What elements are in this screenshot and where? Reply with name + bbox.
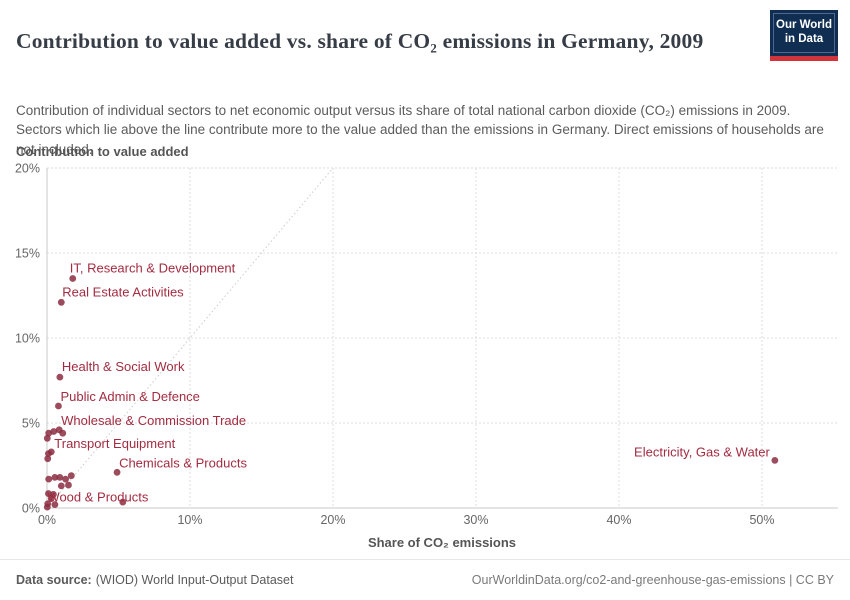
x-tick-label: 40% — [606, 513, 631, 527]
data-point[interactable] — [51, 474, 59, 481]
data-point[interactable] — [45, 475, 53, 483]
data-point-label[interactable]: Transport Equipment — [54, 436, 175, 451]
data-point-label[interactable]: IT, Research & Development — [70, 261, 236, 276]
owid-logo-line1: Our World — [776, 19, 833, 31]
data-point[interactable] — [62, 475, 69, 483]
data-point[interactable] — [771, 457, 779, 464]
owid-logo-box: Our World in Data — [770, 10, 838, 56]
x-tick-label: 0% — [38, 513, 56, 527]
data-point[interactable] — [69, 275, 77, 282]
chart-footer: Data source: (WIOD) World Input-Output Da… — [0, 559, 850, 600]
data-source: Data source: (WIOD) World Input-Output Da… — [16, 573, 293, 587]
y-tick-label: 15% — [15, 247, 40, 261]
y-tick-label: 20% — [15, 162, 40, 176]
owid-logo-line2: in Data — [784, 33, 824, 46]
data-source-label: Data source: — [16, 573, 92, 587]
data-point[interactable] — [50, 428, 58, 435]
data-point[interactable] — [119, 498, 127, 506]
x-axis-title: Share of CO₂ emissions — [368, 535, 516, 550]
page-title: Contribution to value added vs. share of… — [16, 29, 704, 54]
x-tick-label: 20% — [320, 513, 345, 527]
y-tick-label: 0% — [22, 502, 40, 516]
chart-subtitle: Contribution of individual sectors to ne… — [16, 102, 824, 157]
data-point[interactable] — [44, 455, 52, 463]
chart-area: 0% 5% 10% 15% 20% 0% 10% 20% 30% 40% 50% Contributi… — [0, 140, 850, 565]
owid-logo[interactable]: Our World in Data — [770, 10, 838, 61]
credit-link[interactable]: OurWorldinData.org/co2-and-greenhouse-ga… — [471, 573, 834, 587]
data-point[interactable] — [47, 495, 55, 503]
data-point[interactable] — [56, 474, 64, 481]
data-point[interactable] — [45, 490, 52, 497]
x-tick-label: 10% — [177, 513, 202, 527]
data-point[interactable] — [57, 298, 65, 306]
data-point-label[interactable]: Health & Social Work — [62, 359, 185, 374]
x-tick-label: 30% — [463, 513, 488, 527]
data-point[interactable] — [113, 468, 121, 476]
data-point-label[interactable]: Electricity, Gas & Water — [634, 444, 770, 459]
data-source-text: (WIOD) World Input-Output Dataset — [95, 573, 294, 587]
y-tick-label: 5% — [22, 417, 40, 431]
data-point[interactable] — [67, 472, 75, 480]
data-point[interactable] — [65, 481, 72, 489]
data-point[interactable] — [43, 434, 51, 442]
data-point-label[interactable]: Wholesale & Commission Trade — [61, 413, 246, 428]
data-point[interactable] — [55, 402, 62, 410]
data-point-label[interactable]: Chemicals & Products — [119, 455, 247, 470]
data-point[interactable] — [45, 450, 52, 457]
data-point[interactable] — [51, 501, 59, 508]
y-tick-label: 10% — [15, 332, 40, 346]
data-point-label[interactable]: Public Admin & Defence — [60, 389, 199, 404]
data-point[interactable] — [59, 429, 67, 437]
data-point-label[interactable]: Real Estate Activities — [62, 284, 184, 299]
y-axis-title: Contribution to value added — [16, 144, 189, 159]
data-point[interactable] — [43, 503, 51, 511]
data-point[interactable] — [56, 373, 64, 381]
scatter-chart-canvas: 0% 5% 10% 15% 20% 0% 10% 20% 30% 40% 50% Contributi… — [15, 144, 838, 550]
x-tick-label: 50% — [749, 513, 774, 527]
owid-logo-text: Our World in Data — [773, 13, 835, 53]
owid-logo-stripe — [770, 55, 838, 61]
data-point[interactable] — [57, 482, 65, 490]
data-point-label[interactable]: Wood & Products — [47, 490, 148, 505]
